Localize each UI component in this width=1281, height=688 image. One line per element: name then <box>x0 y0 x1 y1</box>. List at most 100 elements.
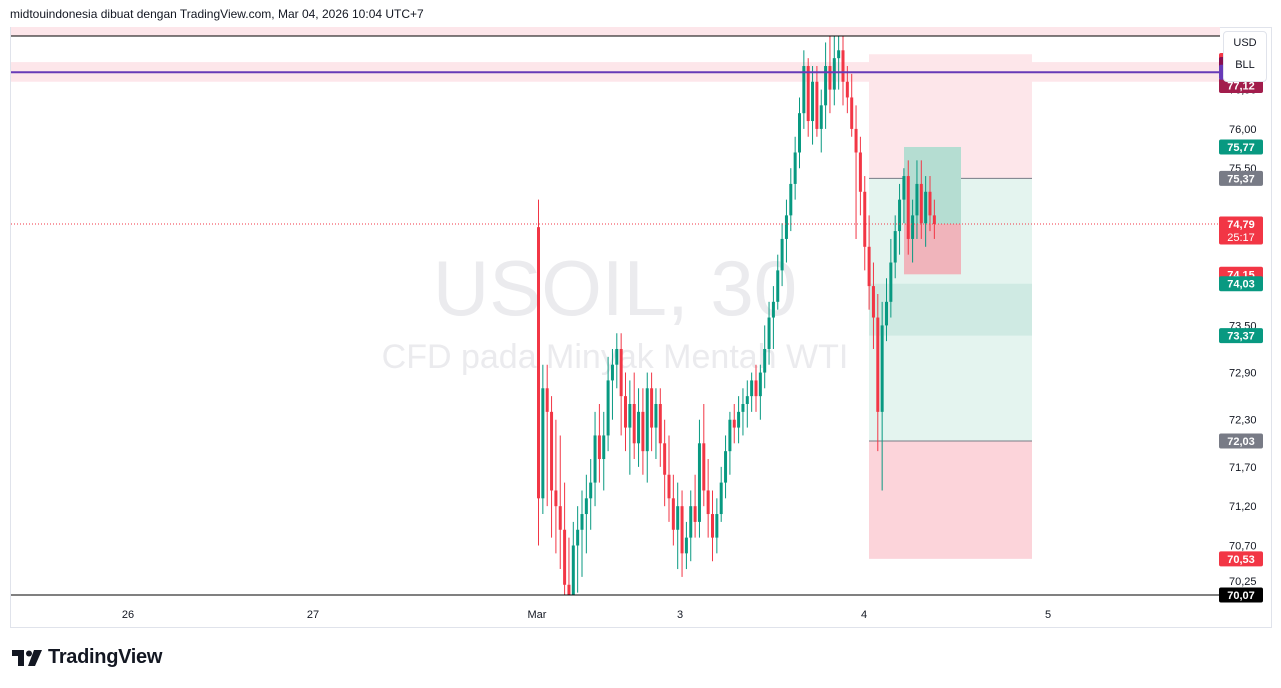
candle <box>571 521 575 595</box>
candle <box>889 238 893 318</box>
price-label-text: 75,77 <box>1227 142 1255 154</box>
candle-body <box>919 183 923 224</box>
price-label[interactable]: 72,03 <box>1219 433 1263 449</box>
candle <box>580 490 584 577</box>
x-tick-label: 4 <box>861 609 867 621</box>
candle-body <box>789 183 793 216</box>
tradingview-wordmark: TradingView <box>48 646 163 668</box>
candle-body <box>628 404 632 428</box>
candle-body <box>784 215 788 239</box>
candle-body <box>650 388 654 428</box>
price-label-bg <box>1219 587 1263 603</box>
candle-body <box>750 380 754 397</box>
candle-body <box>584 498 588 515</box>
candle-body <box>793 152 797 184</box>
candle <box>641 388 645 475</box>
candle-body <box>902 176 906 200</box>
candle-body <box>841 50 845 82</box>
price-label[interactable]: 74,03 <box>1219 276 1263 292</box>
position-tp-band <box>869 283 1032 336</box>
candle-body <box>845 81 849 98</box>
candle <box>776 254 780 310</box>
candle-body <box>724 451 728 483</box>
candle <box>654 388 658 460</box>
candle <box>867 215 871 310</box>
candle-body <box>689 506 693 538</box>
price-label[interactable]: 70,53 <box>1219 551 1263 567</box>
candle <box>667 435 671 522</box>
candle-body <box>632 404 636 444</box>
candle <box>824 42 828 129</box>
candle <box>676 482 680 570</box>
candle-body <box>867 246 871 287</box>
candle-body <box>758 372 762 397</box>
position-stop-zone <box>869 440 1032 559</box>
candle-body <box>863 191 867 247</box>
candle <box>793 136 797 200</box>
y-tick-label: 70,70 <box>1229 540 1257 552</box>
price-label[interactable]: 70,07 <box>1219 587 1263 603</box>
candle <box>689 490 693 562</box>
candle <box>876 293 880 452</box>
candle <box>885 278 888 342</box>
currency-label: USD <box>1233 37 1257 49</box>
candle <box>832 36 836 106</box>
candle <box>780 223 784 287</box>
price-label[interactable]: 75,77 <box>1219 139 1263 155</box>
x-tick-label: 3 <box>677 609 683 621</box>
candle <box>893 215 897 279</box>
candle <box>845 66 849 114</box>
candle <box>693 474 697 538</box>
candle-body <box>911 215 915 239</box>
candle <box>789 168 793 232</box>
candle-body <box>819 105 823 129</box>
candle-body <box>619 348 623 397</box>
candle-body <box>615 348 619 365</box>
candle <box>806 58 810 137</box>
candle <box>771 286 775 349</box>
candle <box>584 474 588 554</box>
candle-body <box>898 199 902 232</box>
candle-body <box>537 227 540 499</box>
watermark-symbol: USOIL, 30 <box>433 244 797 332</box>
candle-body <box>741 404 745 412</box>
price-label[interactable]: 73,37 <box>1219 328 1263 344</box>
small-position-target <box>904 146 961 225</box>
candle-body <box>593 435 597 483</box>
candle <box>637 388 641 467</box>
candle <box>915 160 919 239</box>
candle <box>798 97 801 169</box>
candle <box>650 372 654 452</box>
candle-body <box>663 443 667 475</box>
y-tick-label: 71,20 <box>1229 501 1257 513</box>
candle-body <box>545 388 549 412</box>
candle <box>811 66 815 145</box>
candle-body <box>754 380 758 397</box>
candle-body <box>728 419 732 452</box>
candle <box>871 262 875 349</box>
price-label-bg <box>1219 433 1263 449</box>
candle-body <box>658 404 662 444</box>
price-label[interactable]: 75,37 <box>1219 170 1263 186</box>
candle-body <box>641 411 645 452</box>
candle <box>619 333 623 436</box>
candle-body <box>871 286 875 318</box>
candle <box>828 36 832 114</box>
candle-body <box>597 435 601 460</box>
currency-selector[interactable]: USD BLL <box>1223 31 1267 82</box>
candle-body <box>737 411 741 428</box>
candle-body <box>906 176 910 239</box>
candle <box>802 50 806 129</box>
candle-body <box>576 529 580 546</box>
candle-body <box>889 262 893 302</box>
candle <box>567 537 571 595</box>
candle <box>724 435 728 499</box>
candle <box>554 419 558 554</box>
tradingview-logo[interactable]: TradingView <box>12 646 162 669</box>
candle <box>815 66 819 137</box>
candle <box>663 419 667 507</box>
candle-body <box>850 97 854 129</box>
watermark-description: CFD pada Minyak Mentah WTI <box>382 338 849 376</box>
